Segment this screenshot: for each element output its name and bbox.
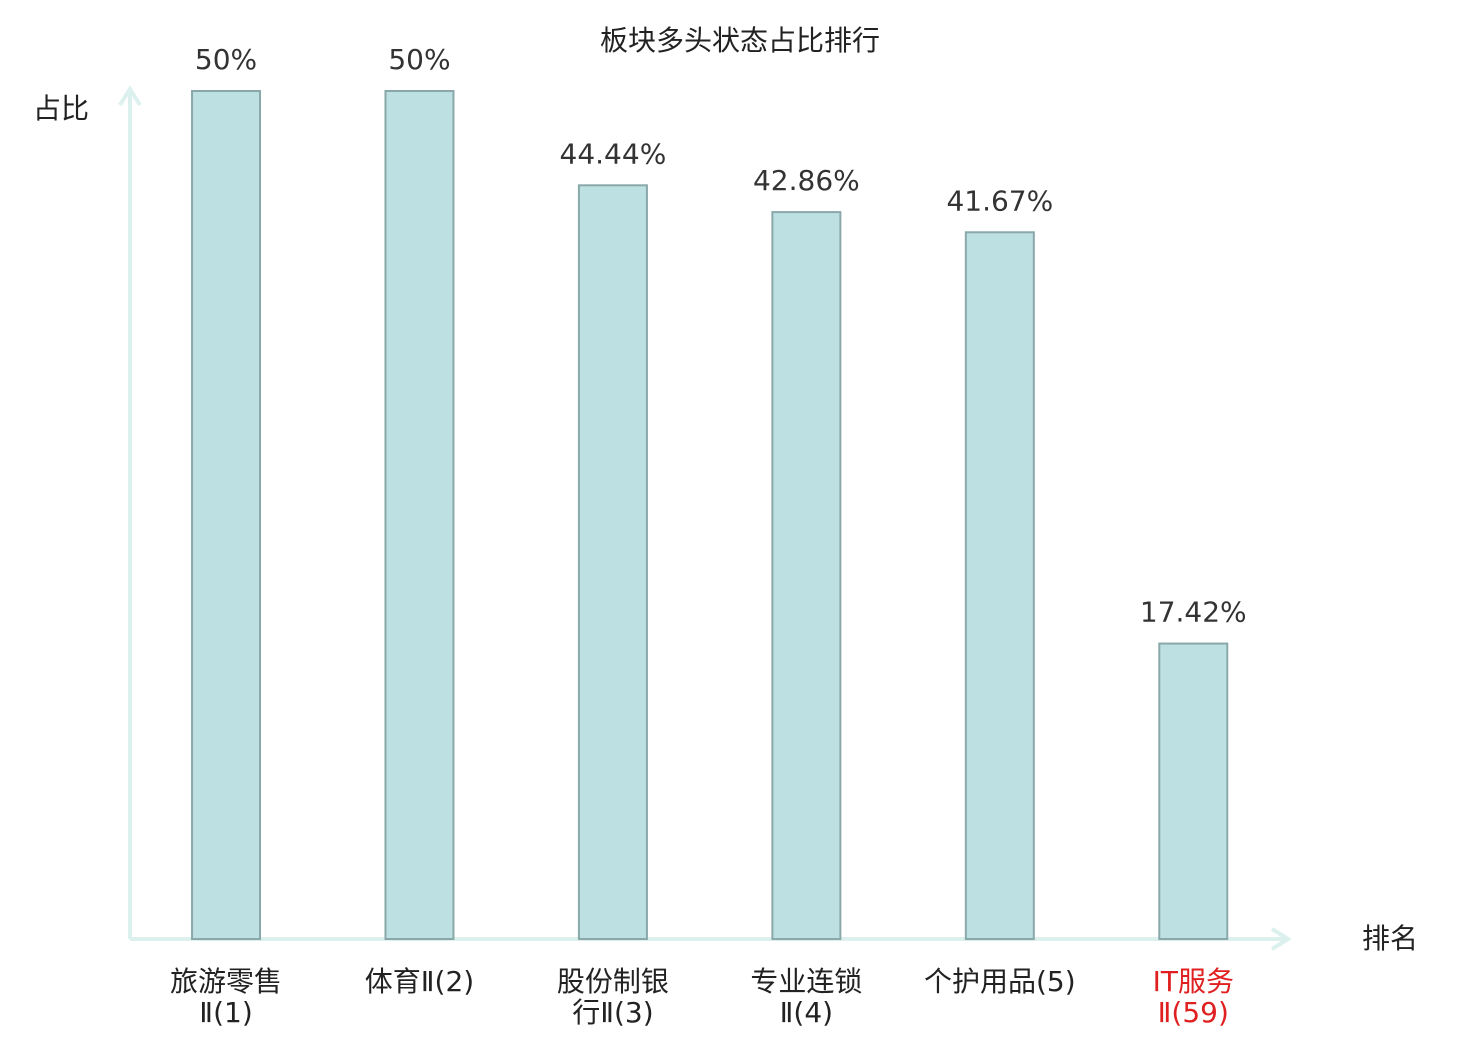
y-axis-arrow (118, 85, 142, 107)
bar (771, 211, 842, 940)
chart-title: 板块多头状态占比排行 (600, 24, 880, 57)
x-tick-label: 专业连锁 Ⅱ(4) (750, 965, 862, 1029)
value-label: 42.86% (753, 164, 860, 197)
x-tick-label-line: 专业连锁 (750, 965, 862, 998)
y-axis-label: 占比 (33, 92, 89, 125)
x-tick-label-line: 股份制银 (557, 965, 669, 998)
bar (1158, 642, 1229, 941)
x-tick-label: 股份制银行Ⅱ(3) (557, 965, 669, 1029)
x-tick-label: 体育Ⅱ(2) (365, 965, 474, 998)
x-tick-label: IT服务 Ⅱ(59) (1153, 965, 1234, 1029)
bar (191, 90, 262, 940)
bar (577, 184, 648, 940)
x-axis-label: 排名 (1362, 922, 1418, 955)
value-label: 44.44% (560, 137, 667, 170)
value-label: 17.42% (1140, 596, 1247, 629)
value-label: 41.67% (946, 184, 1053, 217)
bar (964, 231, 1035, 940)
x-tick-label-line: Ⅱ(59) (1158, 996, 1229, 1029)
x-tick-label: 个护用品(5) (924, 965, 1076, 998)
x-tick-label-line: 体育Ⅱ(2) (365, 965, 474, 998)
x-tick-label-line: 行Ⅱ(3) (572, 996, 653, 1029)
x-tick-label: 旅游零售 Ⅱ(1) (170, 965, 282, 1029)
x-tick-label-line: IT服务 (1153, 965, 1234, 998)
x-axis-arrow (1270, 927, 1292, 951)
x-tick-label-line: Ⅱ(1) (199, 996, 252, 1029)
value-label: 50% (195, 43, 257, 76)
x-tick-label-line: 个护用品(5) (924, 965, 1076, 998)
bar (384, 90, 455, 940)
x-tick-label-line: 旅游零售 (170, 965, 282, 998)
value-label: 50% (388, 43, 450, 76)
x-tick-label-line: Ⅱ(4) (780, 996, 833, 1029)
